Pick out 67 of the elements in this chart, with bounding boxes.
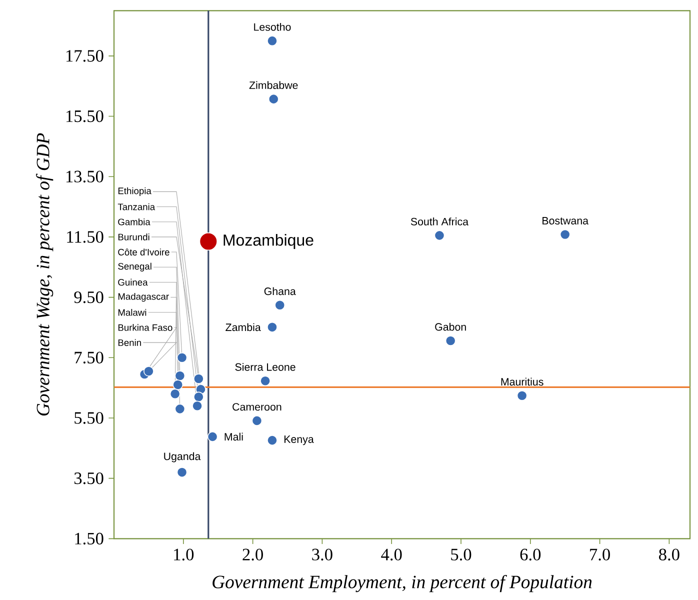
point bbox=[274, 300, 286, 310]
y-tick-label: 7.50 bbox=[74, 352, 104, 364]
y-tick-label: 11.50 bbox=[67, 231, 104, 243]
x-tick-label: 7.0 bbox=[590, 548, 610, 560]
point bbox=[199, 232, 218, 251]
point bbox=[176, 467, 188, 478]
y-tick-label: 3.50 bbox=[74, 472, 104, 484]
point bbox=[260, 376, 270, 386]
annotation: Madagascar bbox=[118, 292, 169, 302]
point bbox=[207, 431, 218, 442]
annotation: Côte d'Ivoire bbox=[118, 248, 170, 256]
annotation: Lesotho bbox=[254, 22, 291, 31]
point bbox=[174, 370, 186, 381]
annotation: Bostwana bbox=[542, 217, 589, 224]
annotation: Cameroon bbox=[232, 403, 282, 411]
annotation: Sierra Leone bbox=[235, 362, 296, 371]
y-tick-label: 1.50 bbox=[75, 532, 104, 545]
x-tick-label: 5.0 bbox=[451, 548, 472, 560]
point bbox=[192, 400, 202, 412]
annotation: Gabon bbox=[435, 322, 466, 331]
annotation: Uganda bbox=[164, 452, 201, 462]
y-tick-label: 15.50 bbox=[66, 110, 104, 122]
annotation: Burundi bbox=[118, 234, 150, 240]
annotation: Senegal bbox=[118, 262, 152, 272]
x-tick-label: 2.0 bbox=[242, 548, 263, 560]
y-tick-label: 9.50 bbox=[74, 291, 104, 304]
point bbox=[252, 415, 262, 426]
point bbox=[267, 435, 278, 446]
point bbox=[560, 229, 570, 240]
point bbox=[268, 94, 279, 104]
point bbox=[267, 36, 278, 46]
point bbox=[174, 404, 186, 414]
x-tick-label: 4.0 bbox=[381, 548, 402, 560]
annotation: Ethiopia bbox=[118, 187, 152, 196]
annotation: Zimbabwe bbox=[249, 81, 298, 90]
point bbox=[445, 336, 456, 346]
point bbox=[267, 322, 278, 332]
point bbox=[193, 374, 204, 384]
annotation: Malawi bbox=[118, 308, 146, 316]
annotation: Mauritius bbox=[501, 378, 544, 386]
y-tick-label: 13.50 bbox=[66, 170, 104, 182]
point bbox=[193, 392, 204, 402]
annotation: South Africa bbox=[410, 218, 469, 226]
annotation: Tanzania bbox=[118, 203, 156, 210]
annotation: Mali bbox=[224, 432, 243, 441]
x-tick-label: 1.0 bbox=[174, 548, 194, 560]
series-label: Mozambique bbox=[224, 234, 314, 249]
point bbox=[172, 380, 184, 390]
annotation: Gambia bbox=[118, 218, 150, 226]
point bbox=[434, 230, 445, 241]
x-axis-title: Government Employment, in percent of Population bbox=[212, 574, 592, 592]
annotation: Guinea bbox=[118, 278, 148, 286]
x-tick-label: 6.0 bbox=[520, 548, 541, 560]
annotation: Ghana bbox=[264, 287, 296, 296]
y-tick-label: 17.50 bbox=[66, 50, 104, 62]
x-tick-label: 8.0 bbox=[659, 548, 680, 560]
point bbox=[516, 390, 528, 401]
y-tick-label: 5.50 bbox=[74, 412, 104, 424]
annotation: Kenya bbox=[284, 436, 314, 446]
y-axis-title: Government Wage, in percent of GDP bbox=[36, 133, 54, 416]
x-tick-label: 3.0 bbox=[312, 548, 332, 560]
annotation: Benin bbox=[118, 339, 141, 346]
point bbox=[170, 388, 180, 400]
point bbox=[144, 366, 154, 376]
annotation: Zambia bbox=[226, 323, 261, 332]
point bbox=[176, 352, 188, 363]
annotation: Burkina Faso bbox=[118, 324, 172, 331]
